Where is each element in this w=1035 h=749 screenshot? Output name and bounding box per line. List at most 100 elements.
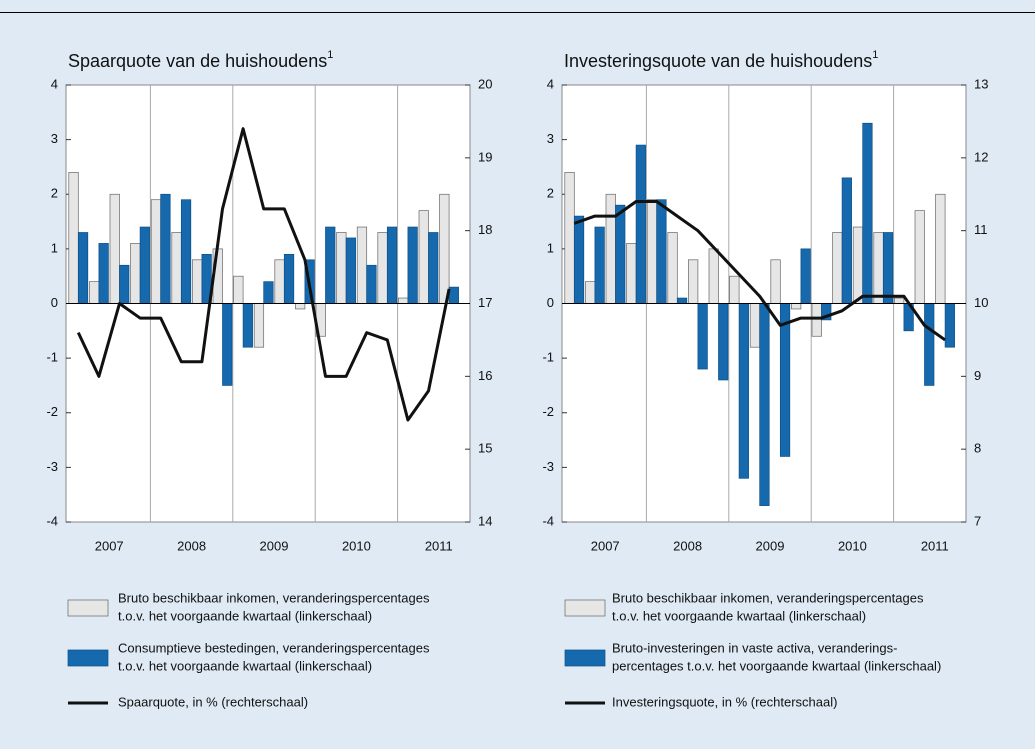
bar [791,303,802,310]
legend-label: Spaarquote, in % (rechterschaal) [118,694,308,709]
legend-swatch [67,599,109,617]
bar [274,259,285,304]
y-tick-label: 4 [51,76,58,91]
y-tick-label: 1 [547,240,554,255]
bar [386,226,398,304]
bar [718,303,729,381]
x-tick-label: 2007 [95,538,124,553]
bar [688,259,699,304]
y2-tick-label: 12 [974,149,988,164]
bar [192,259,203,304]
bar [573,215,585,304]
x-tick-label: 2011 [425,538,453,553]
y2-tick-label: 16 [478,368,492,383]
y-tick-label: -4 [46,513,58,528]
bar [749,303,761,348]
y-tick-label: -4 [542,513,554,528]
bar [253,303,265,348]
bar [832,232,843,304]
line-series [573,200,946,342]
bar [242,303,253,348]
bar [171,232,182,304]
bar [697,303,708,370]
title-text: Investeringsquote van de huishoudens [564,51,872,71]
bar [325,226,336,304]
x-tick-label: 2008 [177,538,206,553]
bar [448,286,459,304]
title-text: Spaarquote van de huishoudens [68,51,327,71]
bar [356,226,368,304]
bar [77,232,89,304]
legend-swatch [67,649,109,667]
y-tick-label: 4 [547,76,554,91]
bar [656,199,667,304]
y-tick-label: 2 [547,186,554,201]
bar [439,193,450,304]
y2-tick-label: 18 [478,222,492,237]
bar [283,253,295,304]
y2-tick-label: 10 [974,295,988,310]
legend-swatch [564,599,606,617]
bar [398,297,409,304]
bar [935,193,946,304]
bar [646,199,658,304]
y2-tick-label: 17 [478,295,492,310]
x-tick-label: 2010 [342,538,371,553]
bar [852,226,864,304]
y2-tick-label: 15 [478,441,492,456]
bar [676,297,688,304]
y2-tick-label: 11 [974,222,988,237]
y-tick-label: -1 [542,350,554,365]
legend-label: t.o.v. het voorgaande kwartaal (linkersc… [612,608,866,623]
bar [800,248,811,304]
y-tick-label: 3 [547,131,554,146]
bar [336,232,347,304]
y2-tick-label: 19 [478,149,492,164]
y2-tick-label: 20 [478,76,492,91]
bar [738,303,749,479]
x-tick-label: 2008 [673,538,702,553]
bar [222,303,233,386]
bar [708,248,719,304]
bar [605,193,616,304]
bar [150,199,162,304]
bar [873,232,884,304]
bar [779,303,791,457]
bar [295,303,306,310]
legend-label: Bruto-investeringen in vaste activa, ver… [612,640,897,655]
bar [882,232,894,304]
y-tick-label: -2 [542,404,554,419]
bar [626,243,637,304]
bar [894,297,905,304]
bar [924,303,935,386]
bar [594,226,605,304]
y2-tick-label: 8 [974,441,981,456]
legend-label: t.o.v. het voorgaande kwartaal (linkersc… [118,658,372,673]
y-tick-label: 1 [51,240,58,255]
legend-label: Bruto beschikbaar inkomen, veranderingsp… [612,590,924,605]
bar [759,303,770,506]
y-tick-label: 3 [51,131,58,146]
legend-label: t.o.v. het voorgaande kwartaal (linkersc… [118,608,372,623]
legend-swatch [564,649,606,667]
bar [729,275,740,304]
x-tick-label: 2011 [921,538,949,553]
bar [418,210,429,304]
legend-label: Consumptieve bestedingen, veranderingspe… [118,640,430,655]
bar [811,303,822,337]
title-note: 1 [327,49,333,61]
legend-label: percentages t.o.v. het voorgaande kwarta… [612,658,941,673]
bar [407,226,418,304]
bar [68,172,79,304]
bar [944,303,955,348]
bar [98,243,109,304]
bar [428,232,439,304]
y-tick-label: 0 [51,295,58,310]
x-tick-label: 2007 [591,538,620,553]
legend-label: Bruto beschikbaar inkomen, veranderingsp… [118,590,430,605]
bar [366,264,377,304]
title-note: 1 [872,49,878,61]
x-tick-label: 2009 [756,538,785,553]
bar [233,275,244,304]
